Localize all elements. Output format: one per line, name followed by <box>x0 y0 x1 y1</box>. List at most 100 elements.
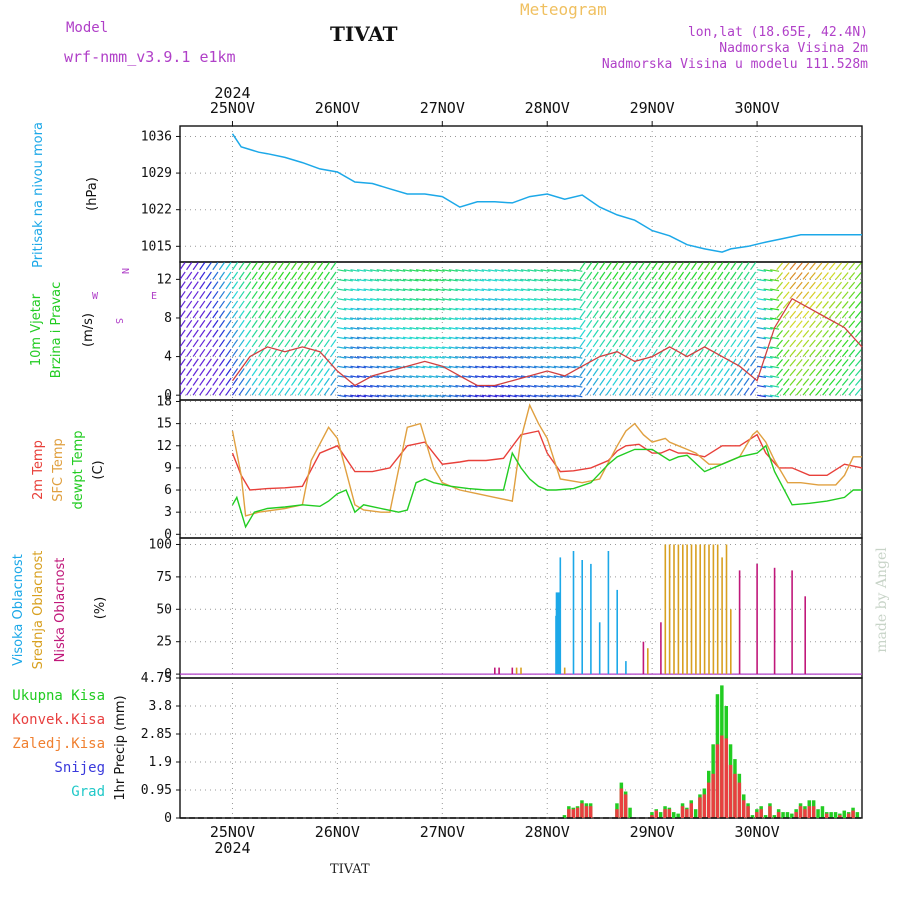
wind-barb <box>199 387 206 396</box>
wind-barb <box>297 368 304 377</box>
wind-barb <box>356 317 367 321</box>
wind-barb <box>776 378 783 386</box>
wind-barb <box>304 290 311 300</box>
precip-bar <box>829 812 833 818</box>
precip-bar <box>742 800 746 818</box>
wind-barb <box>612 368 619 377</box>
wind-barb <box>376 298 386 301</box>
precip-bar <box>825 813 829 818</box>
wind-barb <box>448 336 458 340</box>
wind-barb <box>429 336 439 340</box>
wind-barb <box>664 281 671 290</box>
wind-barb <box>861 394 862 396</box>
wind-barb <box>763 278 773 282</box>
wind-barb <box>553 317 563 321</box>
wind-barb <box>736 339 744 348</box>
wind-barb <box>684 387 691 396</box>
wind-barb <box>592 368 599 377</box>
wind-barb <box>534 355 544 359</box>
wind-barb <box>730 339 737 348</box>
wind-barb <box>422 384 432 388</box>
wind-barb <box>664 339 671 348</box>
wind-barb <box>750 368 757 377</box>
wind-barb <box>186 319 193 328</box>
wind-barb <box>225 262 232 271</box>
wind-barb <box>586 387 593 396</box>
wind-barb <box>409 365 419 369</box>
wind-barb <box>704 348 711 357</box>
wind-barb <box>605 310 612 319</box>
temp-label-sfc: SFC Temp <box>51 438 66 502</box>
wind-barb <box>343 336 353 340</box>
wind-barb <box>553 365 563 369</box>
wind-barb <box>540 375 550 379</box>
wind-barb <box>677 271 685 280</box>
wind-barb <box>802 349 810 357</box>
wind-barb <box>245 339 252 348</box>
wind-barb <box>474 346 485 350</box>
wind-barb <box>579 368 586 377</box>
wind-barb <box>468 307 478 311</box>
wind-barb <box>547 298 557 301</box>
wind-barb <box>442 298 452 301</box>
wind-barb <box>560 365 570 369</box>
wind-barb <box>691 310 698 319</box>
wind-barb <box>776 387 783 396</box>
wind-barb <box>671 358 678 367</box>
cloud-label-low: Niska Oblacnost <box>53 558 68 663</box>
cloud-bar <box>647 648 649 675</box>
wind-barb <box>743 300 750 309</box>
wind-barb <box>599 348 606 357</box>
wind-barb <box>317 300 324 309</box>
bottom-day-label: 29NOV <box>630 823 675 841</box>
wind-barb <box>802 272 810 280</box>
wind-barb <box>756 298 767 301</box>
wind-barb <box>396 269 406 272</box>
wind-barb <box>697 281 704 290</box>
precip-bar <box>689 803 693 818</box>
wind-barb <box>310 290 317 300</box>
wind-barb <box>586 339 593 348</box>
wind-barb <box>461 278 471 282</box>
wind-barb <box>507 384 517 388</box>
wind-barb <box>415 346 426 350</box>
wind-barb <box>625 271 632 280</box>
wind-barb <box>553 278 563 282</box>
wind-barb <box>612 290 619 300</box>
wind-barb <box>396 336 406 340</box>
wind-barb <box>435 346 445 350</box>
y-tick-label: 1.9 <box>149 755 172 770</box>
wind-barb <box>625 262 632 271</box>
precip-bar <box>794 812 798 818</box>
wind-barb <box>625 368 632 377</box>
wind-barb <box>789 272 797 280</box>
wind-barb <box>710 300 717 309</box>
wind-barb <box>822 349 829 357</box>
wind-barb <box>763 317 773 321</box>
wind-barb <box>710 290 717 300</box>
wind-barb <box>645 377 652 386</box>
wind-barb <box>671 368 678 377</box>
wind-barb <box>730 281 737 290</box>
wind-barb <box>782 329 790 338</box>
wind-barb <box>553 394 563 398</box>
wind-barb <box>579 339 586 348</box>
top-day-label: 26NOV <box>315 99 360 117</box>
wind-barb <box>835 378 843 386</box>
wind-barb <box>527 317 537 321</box>
wind-barb <box>697 358 704 367</box>
wind-barb <box>507 307 517 311</box>
wind-barb <box>370 384 380 388</box>
wind-barb <box>697 329 704 338</box>
wind-barb <box>605 358 612 367</box>
wind-barb <box>618 339 626 348</box>
wind-barb <box>861 345 862 347</box>
wind-barb <box>474 375 485 379</box>
wind-barb <box>186 271 193 280</box>
wind-barb <box>337 355 347 359</box>
wind-barb <box>763 307 773 311</box>
wind-barb <box>540 365 550 369</box>
wind-speed-line <box>231 297 863 387</box>
wind-barb <box>841 349 849 357</box>
wind-barb <box>547 365 557 369</box>
